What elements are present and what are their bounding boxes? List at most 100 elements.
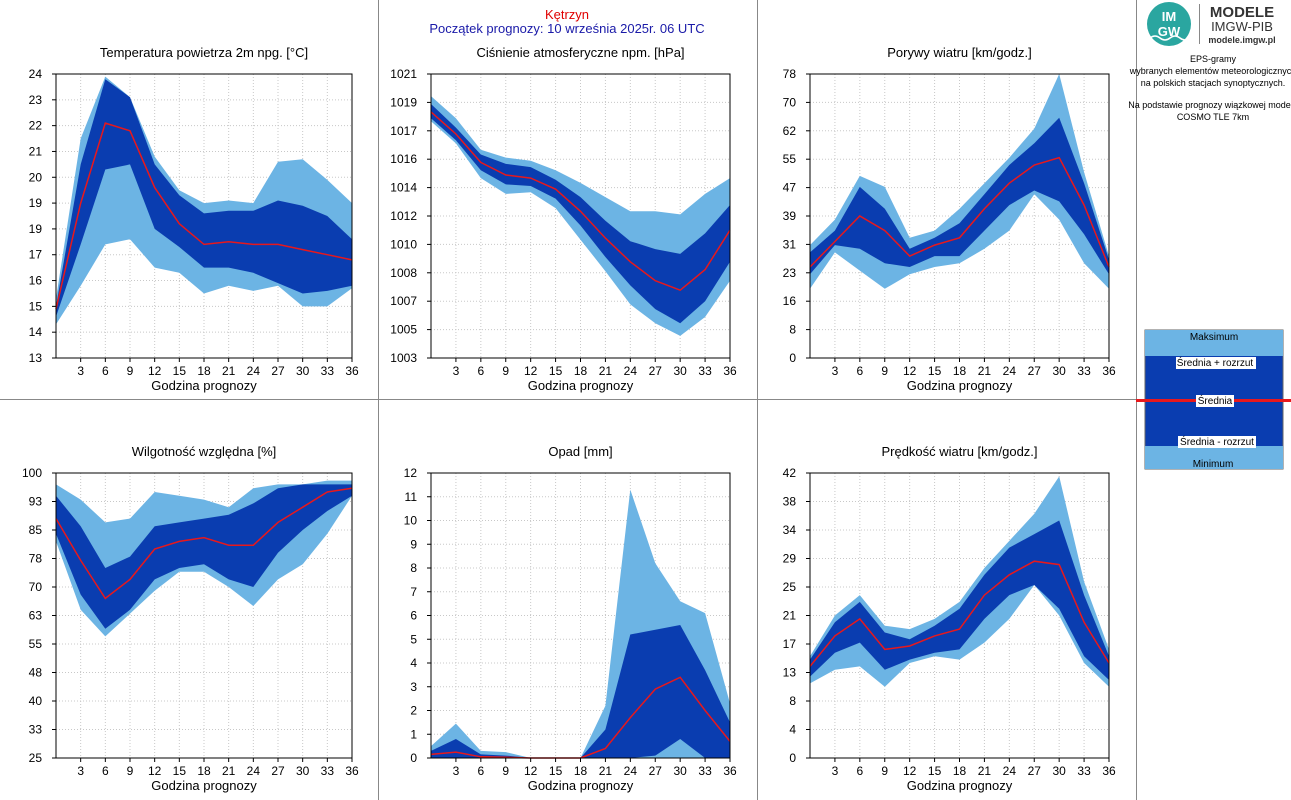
x-tick-label: 12 — [903, 364, 917, 378]
x-tick-label: 3 — [77, 764, 84, 778]
x-tick-label: 9 — [127, 764, 134, 778]
logo-wave-icon — [1149, 35, 1191, 41]
x-tick-label: 21 — [599, 764, 613, 778]
y-tick-label: 1021 — [390, 67, 417, 81]
y-tick-label: 17 — [29, 248, 43, 262]
y-tick-label: 23 — [29, 93, 43, 107]
x-tick-label: 18 — [953, 764, 967, 778]
y-tick-label: 19 — [29, 196, 43, 210]
x-tick-label: 33 — [1077, 764, 1091, 778]
x-tick-label: 12 — [524, 764, 538, 778]
x-tick-label: 12 — [148, 764, 162, 778]
x-tick-label: 3 — [832, 364, 839, 378]
x-tick-label: 24 — [1003, 364, 1017, 378]
y-tick-label: 1014 — [390, 181, 417, 195]
y-tick-label: 38 — [783, 495, 797, 509]
desc-line: wybranych elementów meteorologicznych — [1129, 66, 1291, 76]
y-tick-label: 15 — [29, 299, 43, 313]
logo-title: MODELE — [1210, 4, 1274, 21]
x-axis-label: Godzina prognozy — [907, 378, 1013, 393]
x-tick-label: 21 — [978, 764, 992, 778]
x-tick-label: 9 — [881, 764, 888, 778]
x-tick-label: 6 — [102, 764, 109, 778]
x-tick-label: 9 — [502, 764, 509, 778]
y-tick-label: 62 — [783, 124, 797, 138]
y-tick-label: 0 — [410, 751, 417, 765]
x-tick-label: 6 — [477, 764, 484, 778]
y-tick-label: 1017 — [390, 124, 417, 138]
y-tick-label: 1003 — [390, 351, 417, 365]
mean-line — [55, 487, 353, 600]
x-tick-label: 3 — [77, 364, 84, 378]
x-tick-label: 33 — [321, 764, 335, 778]
legend-mean: Średnia — [1198, 394, 1233, 407]
legend-min: Minimum — [1193, 459, 1234, 470]
legend-label-bg — [1178, 436, 1256, 448]
x-tick-label: 3 — [832, 764, 839, 778]
x-tick-label: 30 — [1052, 364, 1066, 378]
y-tick-label: 25 — [783, 580, 797, 594]
x-tick-label: 18 — [574, 764, 588, 778]
x-tick-label: 6 — [477, 364, 484, 378]
x-axis-label: Godzina prognozy — [528, 378, 634, 393]
x-tick-label: 27 — [649, 364, 663, 378]
x-tick-label: 36 — [1102, 364, 1116, 378]
sidebar-description: EPS-gramy wybranych elementów meteorolog… — [1128, 54, 1291, 122]
band-spread — [810, 520, 1109, 680]
chart-title: Ciśnienie atmosferyczne npm. [hPa] — [476, 45, 684, 60]
y-tick-label: 70 — [29, 580, 43, 594]
y-tick-label: 1005 — [390, 323, 417, 337]
chart-title: Temperatura powietrza 2m npg. [°C] — [100, 45, 308, 60]
x-tick-label: 30 — [673, 764, 687, 778]
x-tick-label: 12 — [524, 364, 538, 378]
chart-title: Prędkość wiatru [km/godz.] — [881, 444, 1037, 459]
x-tick-label: 24 — [247, 364, 261, 378]
y-tick-label: 19 — [29, 222, 43, 236]
mean-line — [809, 560, 1110, 667]
y-tick-label: 11 — [405, 490, 418, 504]
y-tick-label: 12 — [404, 466, 418, 480]
y-tick-label: 78 — [783, 67, 797, 81]
x-tick-label: 15 — [173, 764, 187, 778]
y-tick-label: 0 — [789, 351, 796, 365]
imgw-logo: IM GW MODELE IMGW-PIB modele.imgw.pl — [1147, 2, 1276, 46]
y-tick-label: 14 — [29, 325, 43, 339]
legend-label-bg — [1187, 331, 1243, 343]
y-tick-label: 31 — [783, 237, 797, 251]
x-tick-label: 33 — [321, 364, 335, 378]
x-tick-label: 36 — [723, 364, 737, 378]
y-tick-label: 34 — [783, 523, 797, 537]
x-tick-label: 27 — [649, 764, 663, 778]
logo-badge-top: IM — [1162, 9, 1176, 24]
y-tick-label: 1007 — [390, 294, 417, 308]
x-tick-label: 6 — [856, 764, 863, 778]
x-tick-label: 15 — [549, 364, 563, 378]
desc-line: Na podstawie prognozy wiązkowej modelu — [1128, 100, 1291, 110]
x-tick-label: 33 — [698, 364, 712, 378]
y-tick-label: 3 — [410, 680, 417, 694]
band-spread — [431, 625, 730, 758]
x-tick-label: 15 — [173, 364, 187, 378]
x-tick-label: 36 — [723, 764, 737, 778]
x-tick-label: 30 — [673, 364, 687, 378]
y-tick-label: 48 — [29, 666, 43, 680]
y-tick-label: 4 — [789, 723, 796, 737]
y-tick-label: 16 — [29, 274, 43, 288]
x-tick-label: 6 — [102, 364, 109, 378]
desc-line: COSMO TLE 7km — [1177, 112, 1249, 122]
y-tick-label: 33 — [29, 723, 43, 737]
x-tick-label: 27 — [1028, 364, 1042, 378]
x-tick-label: 27 — [271, 364, 285, 378]
x-tick-label: 18 — [574, 364, 588, 378]
y-tick-label: 55 — [29, 637, 43, 651]
y-tick-label: 4 — [410, 656, 417, 670]
legend-label-bg — [1190, 458, 1236, 469]
y-tick-label: 25 — [29, 751, 43, 765]
mean-line — [809, 156, 1110, 268]
y-tick-label: 40 — [29, 694, 43, 708]
x-tick-label: 21 — [599, 364, 613, 378]
